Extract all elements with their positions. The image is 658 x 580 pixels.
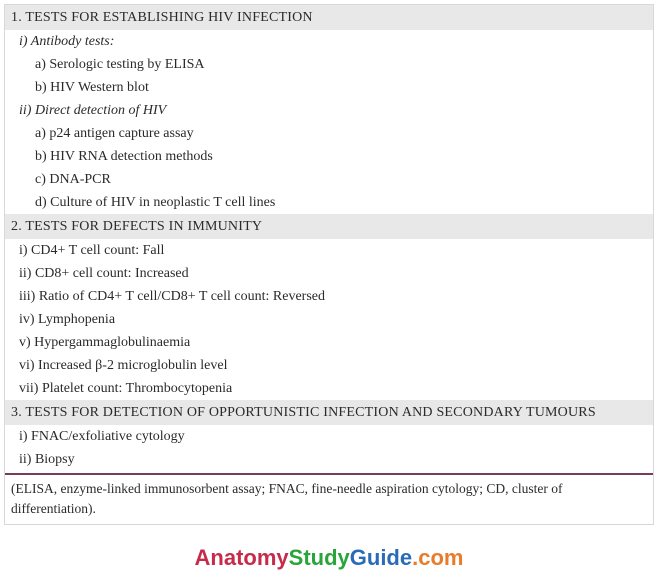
section-1-i-a: a) Serologic testing by ELISA <box>5 53 653 76</box>
section-2-iii: iii) Ratio of CD4+ T cell/CD8+ T cell co… <box>5 285 653 308</box>
section-1-ii-d: d) Culture of HIV in neoplastic T cell l… <box>5 191 653 214</box>
watermark-part-3: Guide <box>350 545 412 570</box>
section-1-header: 1. TESTS FOR ESTABLISHING HIV INFECTION <box>5 5 653 30</box>
section-2-iv: iv) Lymphopenia <box>5 308 653 331</box>
section-1-ii-a: a) p24 antigen capture assay <box>5 122 653 145</box>
footnote-text: (ELISA, enzyme-linked immunosorbent assa… <box>5 475 653 524</box>
section-2-vi: vi) Increased β-2 microglobulin level <box>5 354 653 377</box>
section-1-i-b: b) HIV Western blot <box>5 76 653 99</box>
section-3-header: 3. TESTS FOR DETECTION OF OPPORTUNISTIC … <box>5 400 653 425</box>
section-2-i: i) CD4+ T cell count: Fall <box>5 239 653 262</box>
section-1-ii-c: c) DNA-PCR <box>5 168 653 191</box>
watermark-part-4: .com <box>412 545 463 570</box>
section-2-v: v) Hypergammaglobulinaemia <box>5 331 653 354</box>
document-content: 1. TESTS FOR ESTABLISHING HIV INFECTION … <box>4 4 654 525</box>
section-3-ii: ii) Biopsy <box>5 448 653 471</box>
section-1-sub-i: i) Antibody tests: <box>5 30 653 53</box>
section-3-i: i) FNAC/exfoliative cytology <box>5 425 653 448</box>
section-1-sub-ii: ii) Direct detection of HIV <box>5 99 653 122</box>
watermark: AnatomyStudyGuide.com <box>4 525 654 580</box>
section-2-ii: ii) CD8+ cell count: Increased <box>5 262 653 285</box>
section-2-vii: vii) Platelet count: Thrombocytopenia <box>5 377 653 400</box>
watermark-part-2: Study <box>289 545 350 570</box>
section-2-header: 2. TESTS FOR DEFECTS IN IMMUNITY <box>5 214 653 239</box>
watermark-part-1: Anatomy <box>195 545 289 570</box>
section-1-ii-b: b) HIV RNA detection methods <box>5 145 653 168</box>
